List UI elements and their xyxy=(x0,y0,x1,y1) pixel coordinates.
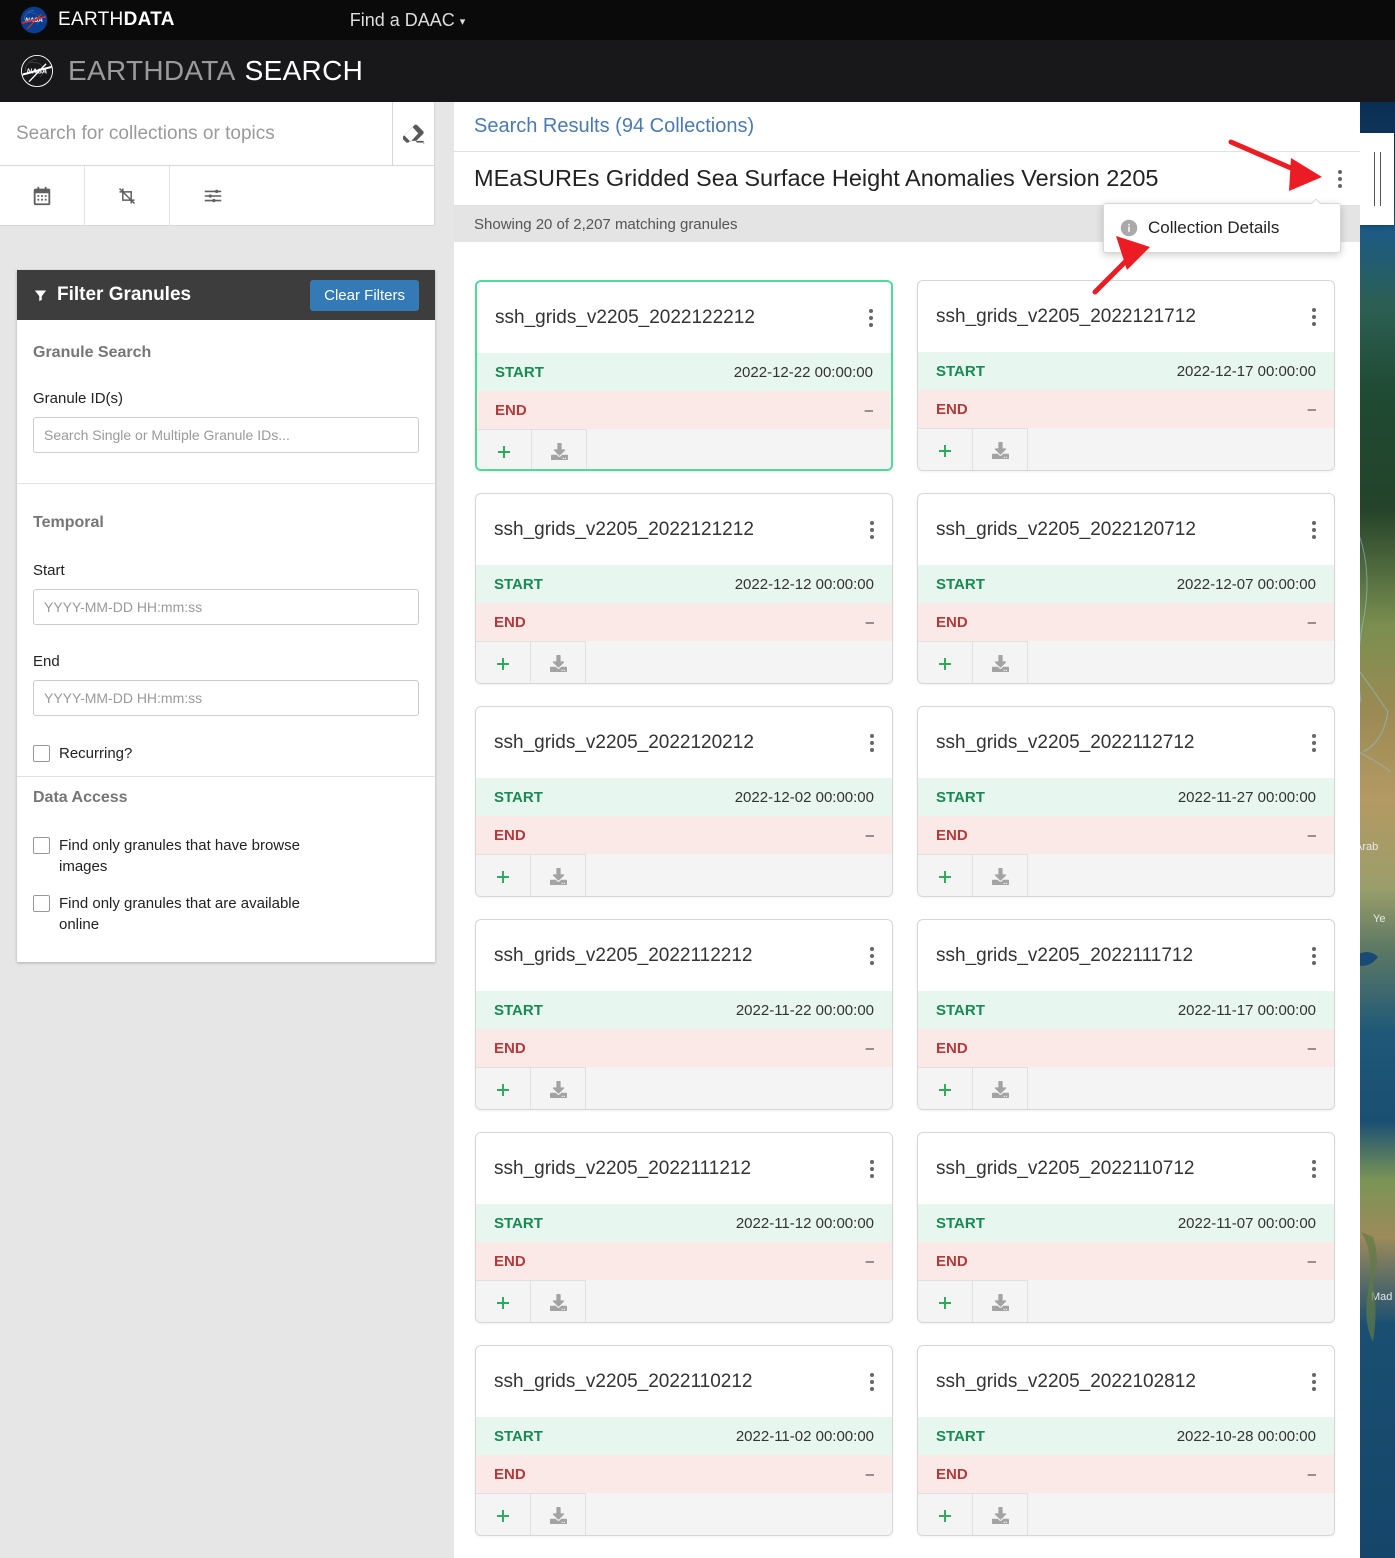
svg-text:Ye: Ye xyxy=(1373,913,1385,925)
